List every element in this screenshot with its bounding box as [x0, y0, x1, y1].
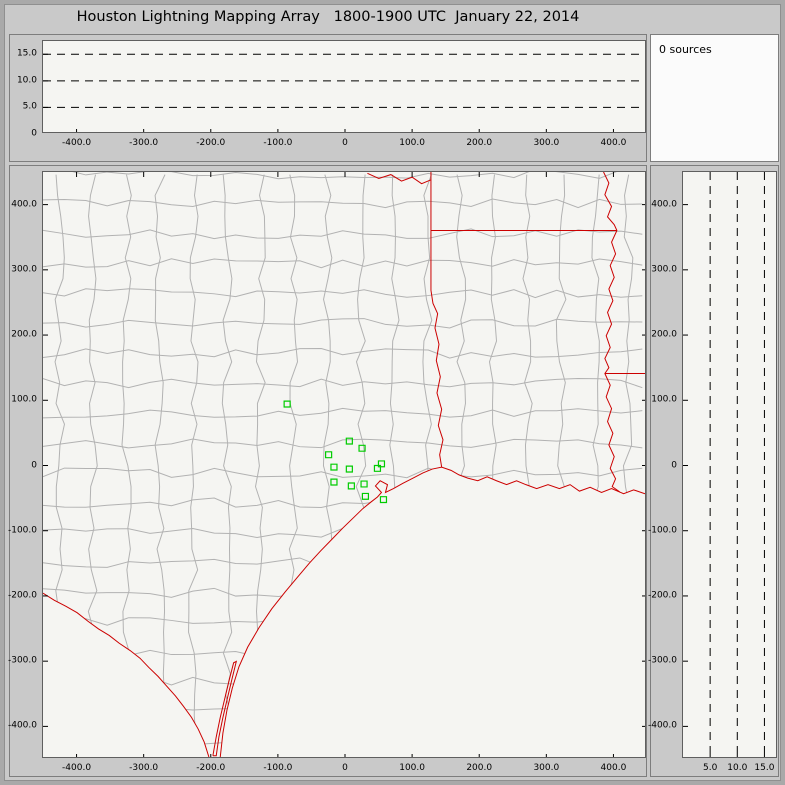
x-tick-label: 200.0 [466, 763, 493, 773]
lma-stations [284, 401, 386, 502]
altitude-ew-panel: -400.0 -300.0 -200.0 -100.0 0 100.0 200.0 300.0… [9, 34, 647, 162]
lma-station-marker [374, 465, 380, 471]
y-tick-label: -400.0 [7, 720, 37, 731]
x-tick-label: -200.0 [196, 763, 226, 773]
y-tick-label: 100.0 [11, 394, 37, 405]
axes-layer [683, 172, 765, 757]
x-tick-label: -100.0 [263, 138, 293, 148]
y-tick-label: -100.0 [7, 525, 37, 536]
texas-louisiana-border [431, 172, 443, 467]
x-tick-label: -200.0 [196, 138, 226, 148]
y-tick-label: 300.0 [651, 264, 677, 275]
lma-station-marker [346, 438, 352, 444]
plan-view-map-plot[interactable] [42, 171, 646, 758]
y-tick-label: -300.0 [7, 655, 37, 666]
y-tick-label: 200.0 [11, 329, 37, 340]
lma-station-marker [346, 466, 352, 472]
y-tick-label: 15.0 [16, 48, 37, 59]
y-tick-label: -300.0 [647, 655, 677, 666]
plan-view-map-panel: -400.0 -300.0 -200.0 -100.0 0 100.0 200.0 300.0… [7, 165, 647, 777]
mississippi-river-border [604, 172, 620, 492]
x-tick-label: 300.0 [533, 763, 560, 773]
lma-station-marker [362, 493, 368, 499]
axes-layer [43, 53, 645, 132]
lma-station-marker [348, 483, 354, 489]
x-tick-label: 5.0 [702, 763, 718, 773]
altitude-ns-panel: 5.0 10.0 15.0 400.0 300.0 200.0 100.0 0 -100.0 -2… [647, 165, 779, 777]
lma-station-marker [284, 401, 290, 407]
barrier-island [213, 661, 236, 755]
x-tick-label: 400.0 [600, 138, 627, 148]
lma-station-marker [378, 461, 384, 467]
base-map [43, 172, 645, 757]
altitude-ns-plot[interactable] [682, 171, 777, 758]
lma-station-marker [359, 445, 365, 451]
page-title: Houston Lightning Mapping Array 1800-190… [76, 9, 580, 25]
x-tick-label: 0 [342, 763, 348, 773]
altitude-ew-plot[interactable] [42, 40, 646, 133]
y-tick-label: 5.0 [22, 101, 37, 112]
x-tick-label: 200.0 [466, 138, 493, 148]
x-tick-label: -300.0 [129, 138, 159, 148]
lma-station-marker [331, 464, 337, 470]
x-tick-label: 100.0 [399, 138, 425, 148]
x-tick-label: -400.0 [62, 138, 92, 148]
sources-count-panel: 0 sources [650, 34, 779, 162]
x-tick-label: 15.0 [754, 763, 775, 773]
x-tick-label: -100.0 [263, 763, 293, 773]
y-tick-label: 300.0 [11, 264, 37, 275]
y-tick-label: 400.0 [651, 199, 677, 210]
axes-layer [43, 172, 645, 757]
coastline [220, 467, 645, 757]
y-tick-label: 100.0 [651, 394, 677, 405]
lma-station-marker [331, 479, 337, 485]
x-tick-label: 10.0 [727, 763, 748, 773]
sources-count-label: 0 sources [659, 43, 712, 56]
red-river-border [367, 173, 431, 183]
y-tick-label: -100.0 [647, 525, 677, 536]
y-tick-label: 400.0 [11, 199, 37, 210]
x-tick-label: -400.0 [62, 763, 92, 773]
y-tick-label: -400.0 [647, 720, 677, 731]
y-tick-label: 0 [31, 128, 37, 139]
x-tick-label: 100.0 [399, 763, 425, 773]
rio-grande-border [43, 593, 209, 757]
y-tick-label: -200.0 [7, 590, 37, 601]
x-tick-label: 300.0 [533, 138, 560, 148]
y-tick-label: 0 [31, 460, 37, 470]
lma-station-marker [326, 452, 332, 458]
y-tick-label: 10.0 [16, 75, 37, 86]
y-tick-label: -200.0 [647, 590, 677, 601]
x-tick-label: 400.0 [600, 763, 627, 773]
y-tick-label: 0 [671, 460, 677, 470]
x-tick-label: -300.0 [129, 763, 159, 773]
x-tick-label: 0 [342, 138, 348, 148]
y-tick-label: 200.0 [651, 329, 677, 340]
lma-station-marker [380, 497, 386, 503]
lma-station-marker [361, 481, 367, 487]
